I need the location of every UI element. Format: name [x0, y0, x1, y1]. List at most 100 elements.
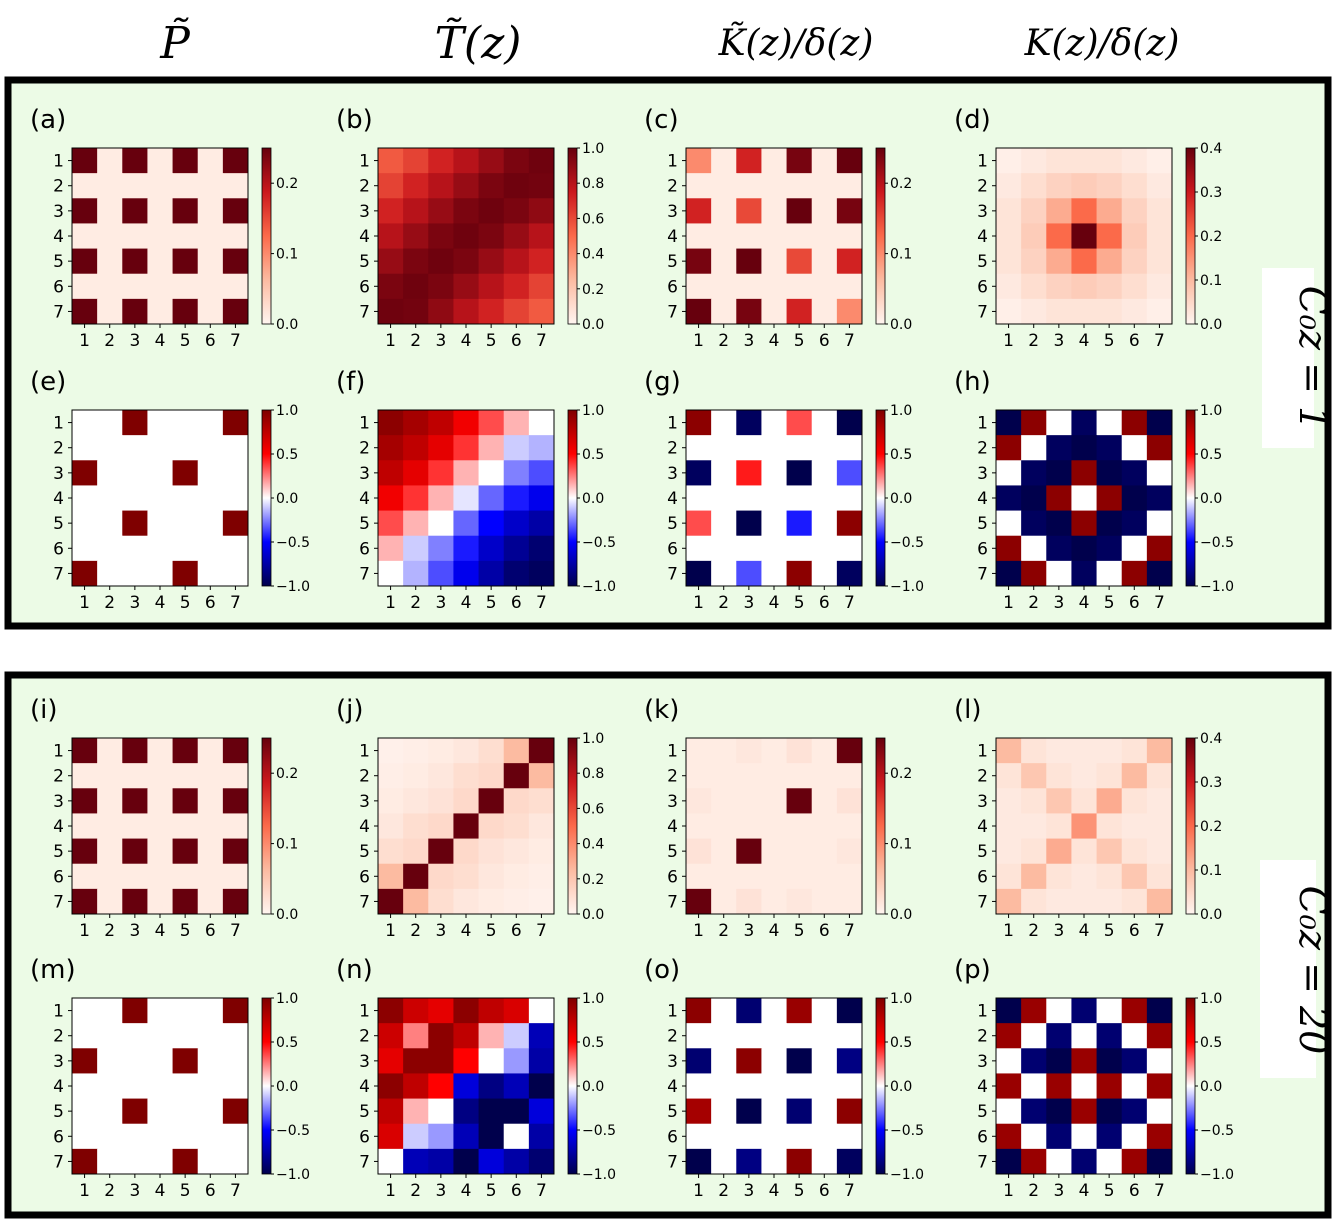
heatmap-cell — [122, 788, 148, 814]
heatmap-cell — [97, 738, 123, 764]
heatmap-cell — [147, 273, 174, 300]
heatmap-cell — [686, 173, 712, 199]
heatmap-cell — [736, 460, 762, 486]
heatmap-cell — [378, 738, 404, 764]
heatmap-cell — [1096, 410, 1123, 436]
heatmap-cell — [428, 1073, 454, 1100]
heatmap-cell — [1021, 863, 1047, 890]
heatmap-cell — [1071, 223, 1098, 250]
heatmap-cell — [478, 173, 505, 199]
panel-label-c: (c) — [644, 105, 679, 135]
heatmap-cell — [72, 460, 98, 486]
y-tick-label: 5 — [667, 842, 678, 862]
x-tick-label: 4 — [461, 1181, 472, 1201]
y-tick-label: 6 — [667, 1127, 678, 1147]
heatmap-cell — [403, 763, 429, 789]
colorbar-tick-label: 1.0 — [582, 731, 604, 747]
heatmap-cell — [403, 738, 429, 764]
heatmap-cell — [786, 148, 813, 174]
heatmap-cell — [97, 1148, 123, 1175]
heatmap-cell — [453, 1148, 480, 1175]
heatmap-cell — [403, 223, 429, 250]
colorbar-tick-label: 0.1 — [276, 837, 298, 853]
heatmap-cell — [1071, 888, 1098, 915]
y-tick-label: 6 — [359, 277, 370, 297]
colorbar-tick-label: 1.0 — [1200, 991, 1222, 1007]
heatmap-cell — [761, 1023, 788, 1049]
heatmap-cell — [1046, 863, 1072, 890]
y-tick-label: 1 — [359, 742, 370, 762]
colorbar-tick-label: −1.0 — [1200, 1167, 1234, 1183]
x-tick-label: 6 — [205, 921, 216, 941]
y-tick-label: 5 — [359, 252, 370, 272]
heatmap-cell — [1096, 1023, 1123, 1049]
y-tick-label: 7 — [977, 302, 988, 322]
heatmap-cell — [1021, 763, 1047, 789]
colorbar-tick-label: 1.0 — [582, 403, 604, 419]
x-tick-label: 6 — [205, 331, 216, 351]
heatmap-cell — [811, 763, 838, 789]
heatmap-cell — [811, 838, 838, 865]
heatmap-cell — [197, 223, 224, 250]
heatmap-cell — [786, 298, 813, 325]
heatmap-cell — [72, 763, 98, 789]
heatmap-cell — [122, 763, 148, 789]
heatmap-cell — [1121, 998, 1148, 1024]
heatmap-cell — [147, 813, 174, 840]
x-tick-label: 7 — [536, 1181, 547, 1201]
heatmap-cell — [378, 173, 404, 199]
heatmap-cell — [172, 1098, 199, 1125]
heatmap-cell — [428, 535, 454, 562]
y-tick-label: 1 — [667, 742, 678, 762]
x-tick-label: 3 — [743, 593, 754, 613]
heatmap-cell — [1071, 560, 1098, 587]
heatmap-cell — [72, 198, 98, 224]
heatmap-cell — [428, 1023, 454, 1049]
x-tick-label: 1 — [385, 593, 396, 613]
heatmap-cell — [786, 510, 813, 537]
heatmap-cell — [147, 173, 174, 199]
heatmap-cell — [1021, 1123, 1047, 1150]
x-tick-label: 5 — [486, 921, 497, 941]
heatmap-cell — [1121, 813, 1148, 840]
colorbar-tick-label: 0.6 — [582, 801, 604, 817]
heatmap-cell — [811, 435, 838, 461]
heatmap-cell — [1121, 223, 1148, 250]
heatmap-cell — [378, 838, 404, 865]
heatmap-cell — [686, 198, 712, 224]
heatmap-cell — [172, 1073, 199, 1100]
colorbar-tick-label: 0.3 — [1200, 185, 1222, 201]
colorbar-tick-label: 0.5 — [890, 447, 912, 463]
heatmap-cell — [428, 410, 454, 436]
panel-label-n: (n) — [336, 955, 373, 985]
heatmap-cell — [528, 173, 555, 199]
y-tick-label: 7 — [359, 302, 370, 322]
y-tick-label: 7 — [359, 564, 370, 584]
heatmap-cell — [72, 838, 98, 865]
heatmap-cell — [1046, 1148, 1072, 1175]
heatmap-cell — [1121, 1098, 1148, 1125]
y-tick-label: 6 — [359, 539, 370, 559]
heatmap-cell — [1146, 998, 1173, 1024]
heatmap-cell — [761, 460, 788, 486]
heatmap-cell — [197, 1123, 224, 1150]
heatmap-cell — [686, 1048, 712, 1074]
heatmap-cell — [72, 1048, 98, 1074]
colorbar-tick-label: 0.5 — [582, 1035, 604, 1051]
y-tick-label: 5 — [977, 1102, 988, 1122]
heatmap-cell — [197, 788, 224, 814]
heatmap-cell — [172, 863, 199, 890]
heatmap-cell — [996, 435, 1022, 461]
y-tick-label: 5 — [359, 514, 370, 534]
heatmap-cell — [1096, 298, 1123, 325]
heatmap-cell — [97, 888, 123, 915]
heatmap-cell — [1021, 535, 1047, 562]
colorbar-tick-label: 0.1 — [1200, 863, 1222, 879]
heatmap-cell — [72, 298, 98, 325]
x-tick-label: 7 — [536, 593, 547, 613]
x-tick-label: 2 — [718, 331, 729, 351]
